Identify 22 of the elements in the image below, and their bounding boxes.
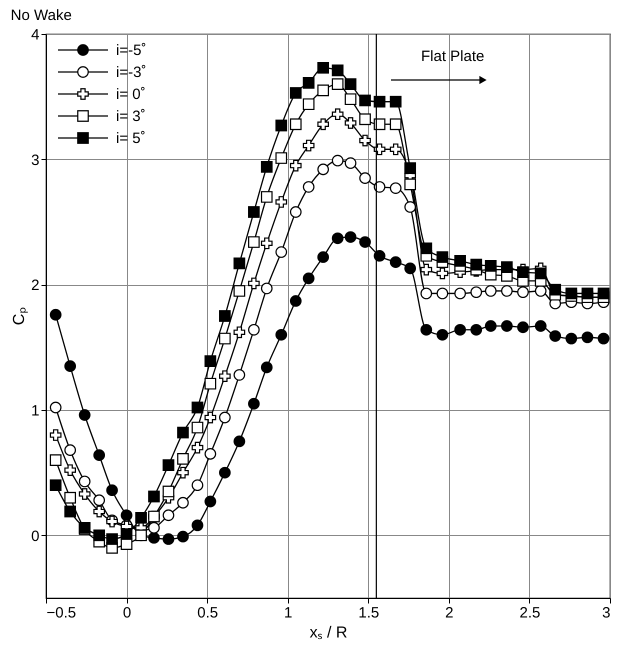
x-tick-label: 3 (602, 604, 610, 622)
y-axis-title: Cₚ (11, 308, 28, 326)
x-tick-label: −0.5 (46, 604, 76, 622)
legend-label: i= 3˚ (116, 108, 146, 125)
legend-label: i=-3˚ (116, 64, 146, 81)
annotation: Flat Plate (421, 48, 484, 65)
x-tick-label: 2 (445, 604, 454, 622)
y-tick-label: 3 (31, 152, 40, 169)
x-tick-label: 2.5 (520, 604, 540, 622)
x-axis-title: xₛ / R (310, 624, 348, 642)
x-tick-label: 0 (122, 604, 132, 622)
y-tick-label: 0 (31, 528, 40, 545)
x-tick-label: 1 (284, 604, 292, 622)
legend-label: i= 5˚ (116, 130, 146, 147)
y-tick-label: 1 (31, 402, 40, 420)
x-tick-label: 1.5 (358, 604, 380, 622)
legend-label: i= 0˚ (116, 86, 146, 103)
y-tick-label: 2 (31, 277, 40, 294)
y-tick-label: 4 (31, 26, 40, 44)
chart-title: No Wake (10, 7, 72, 24)
legend-label: i=-5˚ (116, 42, 146, 59)
x-tick-label: 0.5 (197, 604, 218, 622)
